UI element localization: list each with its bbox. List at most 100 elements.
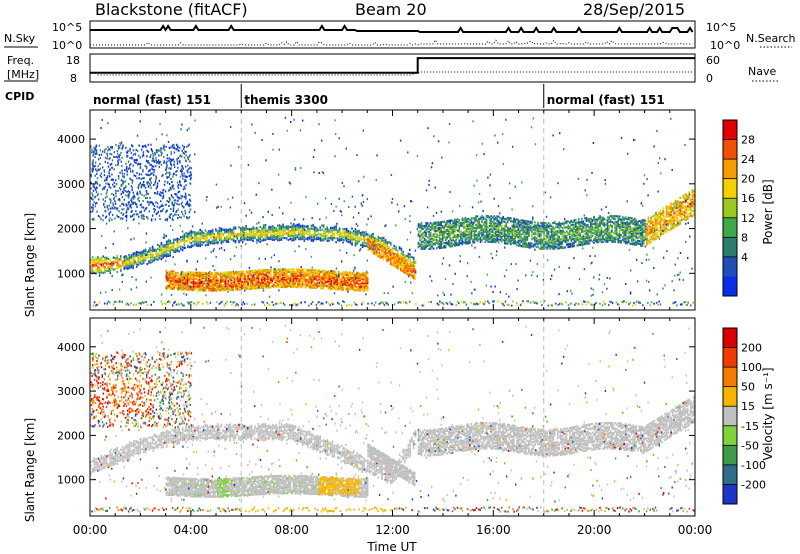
scatter-cell bbox=[223, 272, 225, 276]
scatter-cell bbox=[286, 269, 289, 272]
scatter-cell bbox=[553, 230, 556, 233]
scatter-cell bbox=[624, 227, 627, 230]
scatter-cell bbox=[565, 221, 568, 225]
scatter-cell bbox=[591, 223, 594, 226]
scatter-cell bbox=[387, 251, 390, 254]
scatter-cell bbox=[232, 276, 234, 279]
scatter-cell bbox=[638, 231, 641, 234]
scatter-cell bbox=[183, 272, 186, 275]
scatter-cell bbox=[353, 280, 355, 283]
scatter-cell bbox=[484, 237, 486, 240]
scatter-cell bbox=[286, 274, 289, 277]
scatter-cell bbox=[552, 241, 554, 245]
scatter-cell bbox=[330, 237, 332, 240]
scatter-cell bbox=[626, 229, 628, 232]
scatter-cell bbox=[402, 253, 404, 256]
scatter-cell bbox=[431, 246, 433, 249]
scatter-cell bbox=[192, 286, 195, 289]
scatter-cell bbox=[195, 236, 198, 239]
scatter-cell bbox=[220, 280, 222, 283]
scatter-cell bbox=[324, 277, 326, 280]
scatter-cell bbox=[312, 225, 314, 228]
scatter-cell bbox=[336, 277, 339, 280]
scatter-cell bbox=[491, 239, 494, 242]
scatter-cell bbox=[123, 261, 126, 264]
scatter-cell bbox=[392, 253, 395, 256]
scatter-cell bbox=[309, 272, 311, 275]
scatter-cell bbox=[209, 279, 212, 282]
scatter-cell bbox=[194, 239, 196, 242]
scatter-cell bbox=[188, 272, 190, 275]
scatter-cell bbox=[273, 271, 275, 274]
scatter-cell bbox=[165, 251, 168, 254]
scatter-cell bbox=[371, 239, 373, 242]
scatter-cell bbox=[467, 230, 470, 233]
scatter-cell bbox=[596, 219, 598, 222]
scatter-cell bbox=[266, 229, 269, 232]
scatter-cell bbox=[454, 223, 456, 226]
scatter-cell bbox=[268, 276, 271, 279]
scatter-cell bbox=[344, 236, 346, 239]
scatter-cell bbox=[401, 259, 403, 262]
scatter-cell bbox=[348, 278, 351, 282]
scatter-cell bbox=[519, 233, 521, 236]
scatter-cell bbox=[194, 275, 196, 278]
scatter-cell bbox=[528, 223, 530, 226]
scatter-cell bbox=[646, 239, 648, 242]
scatter-cell bbox=[201, 275, 204, 278]
scatter-cell bbox=[585, 231, 588, 234]
scatter-cell bbox=[234, 235, 237, 239]
scatter-cell bbox=[209, 275, 212, 278]
scatter-cell bbox=[579, 223, 582, 226]
scatter-cell bbox=[569, 235, 571, 238]
scatter-cell bbox=[250, 233, 253, 236]
scatter-cell bbox=[286, 275, 289, 278]
scatter-cell bbox=[289, 235, 291, 238]
scatter-cell bbox=[335, 286, 337, 290]
scatter-cell bbox=[254, 284, 257, 287]
scatter-cell bbox=[259, 286, 261, 290]
scatter-cell bbox=[449, 233, 452, 237]
scatter-cell bbox=[235, 287, 237, 290]
scatter-cell bbox=[440, 231, 442, 234]
scatter-cell bbox=[629, 236, 632, 240]
scatter-cell bbox=[176, 283, 178, 286]
scatter-cell bbox=[632, 243, 635, 246]
scatter-cell bbox=[322, 235, 325, 238]
scatter-cell bbox=[414, 262, 417, 265]
scatter-cell bbox=[519, 221, 521, 224]
scatter-cell bbox=[125, 263, 127, 266]
scatter-cell bbox=[513, 220, 515, 223]
scatter-cell bbox=[441, 246, 444, 249]
scatter-cell bbox=[420, 226, 423, 229]
scatter-cell bbox=[528, 229, 530, 232]
scatter-cell bbox=[182, 274, 184, 277]
scatter-cell bbox=[519, 227, 521, 230]
scatter-cell bbox=[397, 263, 400, 266]
scatter-cell bbox=[180, 274, 183, 277]
scatter-cell bbox=[248, 281, 251, 284]
scatter-cell bbox=[556, 231, 559, 234]
scatter-cell bbox=[187, 235, 189, 238]
scatter-cell bbox=[221, 280, 224, 283]
scatter-cell bbox=[627, 232, 630, 235]
scatter-cell bbox=[204, 238, 207, 241]
scatter-cell bbox=[411, 261, 413, 264]
scatter-cell bbox=[366, 275, 369, 278]
scatter-cell bbox=[455, 241, 458, 244]
scatter-cell bbox=[634, 234, 636, 238]
scatter-cell bbox=[107, 267, 110, 270]
scatter-cell bbox=[100, 259, 103, 262]
scatter-cell bbox=[91, 260, 94, 263]
scatter-cell bbox=[267, 278, 269, 282]
scatter-cell bbox=[350, 271, 352, 274]
scatter-cell bbox=[403, 263, 406, 266]
scatter-cell bbox=[528, 246, 530, 249]
scatter-cell bbox=[407, 267, 410, 270]
scatter-cell bbox=[206, 243, 209, 246]
scatter-cell bbox=[164, 250, 166, 253]
scatter-cell bbox=[351, 279, 354, 282]
scatter-cell bbox=[247, 271, 249, 274]
scatter-cell bbox=[376, 252, 378, 255]
scatter-cell bbox=[336, 279, 339, 282]
